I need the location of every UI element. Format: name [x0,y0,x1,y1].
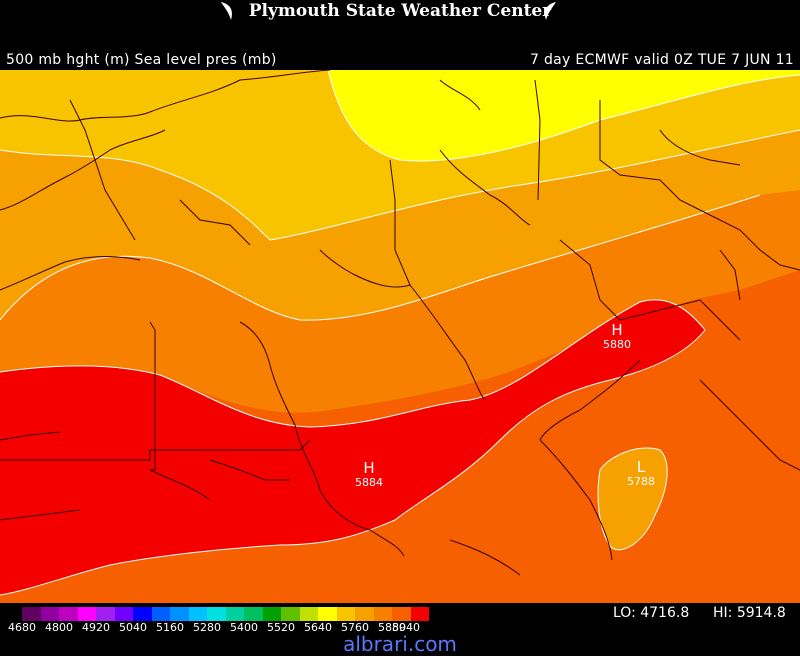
colorbar-swatch [22,607,41,621]
colorbar-tick-label: 4800 [45,621,73,634]
colorbar-swatch [188,607,207,621]
header: Plymouth State Weather Center [0,0,800,24]
colorbar-tick-label: 5880 [378,621,406,634]
colorbar-swatch [225,607,244,621]
pressure-center-value: 5788 [627,475,655,488]
pressure-center-value: 5880 [603,338,631,351]
colorbar-swatch [133,607,152,621]
colorbar-swatch [410,607,429,621]
colorbar-swatch [244,607,263,621]
colorbar-swatch [114,607,133,621]
pressure-center-value: 5884 [355,476,383,489]
watermark: albrari.com [343,632,457,656]
page-title: Plymouth State Weather Center [248,1,552,21]
colorbar-tick-label: 4680 [8,621,36,634]
low-value: LO: 4716.8 [613,605,690,621]
colorbar-swatch [281,607,300,621]
colorbar [22,607,429,621]
colorbar-tick-label: 5640 [304,621,332,634]
colorbar-swatch [207,607,226,621]
high-value: HI: 5914.8 [713,605,786,621]
colorbar-swatch [318,607,337,621]
model-valid-time: 7 day ECMWF valid 0Z TUE 7 JUN 11 [530,52,794,68]
colorbar-tick-label: 5040 [119,621,147,634]
swirl-icon [545,2,556,20]
colorbar-swatch [40,607,59,621]
colorbar-tick-label: 5280 [193,621,221,634]
colorbar-tick-label: 5520 [267,621,295,634]
colorbar-swatch [336,607,355,621]
pressure-center-symbol: L [637,458,646,476]
colorbar-tick-label: 5760 [341,621,369,634]
colorbar-swatch [170,607,189,621]
low-pressure-cell [598,447,668,550]
colorbar-swatch [355,607,374,621]
band-red [0,299,705,595]
colorbar-swatch [151,607,170,621]
colorbar-swatch [299,607,318,621]
country-borders [0,70,800,576]
colorbar-tick-label: 5160 [156,621,184,634]
pressure-center-symbol: H [363,459,374,477]
colorbar-swatch [77,607,96,621]
field-description: 500 mb hght (m) Sea level pres (mb) [6,52,277,68]
colorbar-swatch [96,607,115,621]
colorbar-swatch [59,607,78,621]
pressure-center-symbol: H [611,321,622,339]
colorbar-tick-label: 4920 [82,621,110,634]
swirl-icon [221,2,232,20]
colorbar-swatch [373,607,392,621]
colorbar-tick-label: 5940 [392,621,420,634]
colorbar-swatch [262,607,281,621]
colorbar-tick-label: 5400 [230,621,258,634]
colorbar-swatch [392,607,411,621]
